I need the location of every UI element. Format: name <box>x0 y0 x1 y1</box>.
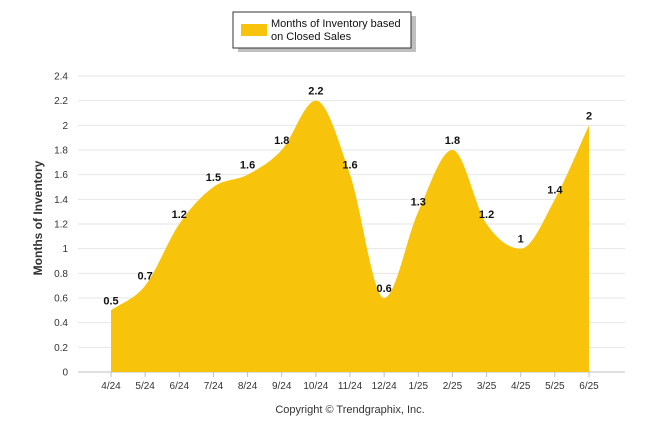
legend-line-2: on Closed Sales <box>271 31 352 43</box>
y-tick-label: 1.8 <box>54 146 68 157</box>
x-tick-label: 6/24 <box>170 381 190 392</box>
y-tick-label: 1 <box>62 244 68 255</box>
legend: Months of Inventory based on Closed Sale… <box>232 11 416 52</box>
y-axis-title: Months of Inventory <box>31 160 45 275</box>
x-tick-label: 8/24 <box>238 381 258 392</box>
legend-swatch <box>241 24 267 36</box>
data-label: 0.7 <box>137 271 152 283</box>
y-tick-label: 2.2 <box>54 96 68 107</box>
data-label: 1.6 <box>342 160 357 172</box>
y-tick-label: 0.8 <box>54 269 68 280</box>
x-tick-label: 11/24 <box>338 381 363 392</box>
legend-line-1: Months of Inventory based <box>271 18 401 30</box>
y-tick-label: 0 <box>62 368 68 379</box>
data-label: 1.2 <box>479 209 494 221</box>
area-series <box>111 100 589 373</box>
x-tick-label: 3/25 <box>477 381 497 392</box>
data-label: 1.4 <box>547 184 563 196</box>
y-tick-label: 1.2 <box>54 220 68 231</box>
data-label: 1.5 <box>206 172 221 184</box>
x-tick-label: 5/24 <box>135 381 155 392</box>
y-tick-label: 0.2 <box>54 343 68 354</box>
data-label: 1 <box>518 234 524 246</box>
data-label: 2.2 <box>308 86 323 98</box>
y-tick-label: 0.4 <box>54 318 68 329</box>
area-series-fill <box>111 100 589 373</box>
x-tick-label: 2/25 <box>443 381 463 392</box>
x-tick-label: 4/25 <box>511 381 531 392</box>
data-label: 1.8 <box>274 135 289 147</box>
data-label: 0.6 <box>376 283 391 295</box>
x-tick-label: 12/24 <box>372 381 397 392</box>
x-tick-label: 7/24 <box>204 381 224 392</box>
x-tick-label: 5/25 <box>545 381 565 392</box>
y-axis-ticks: 0 0.2 0.4 0.6 0.8 1 1.2 1.4 1.6 1.8 2 2.2 2.4 <box>54 72 68 379</box>
data-label: 1.2 <box>172 209 187 221</box>
copyright-text: Copyright © Trendgraphix, Inc. <box>275 404 424 416</box>
x-tick-label: 10/24 <box>303 381 328 392</box>
x-axis-ticks: 4/24 5/24 6/24 7/24 8/24 9/24 10/24 11/24 12/24 1… <box>101 372 599 392</box>
y-tick-label: 2.4 <box>54 72 68 83</box>
x-tick-label: 6/25 <box>579 381 599 392</box>
data-label: 2 <box>586 110 592 122</box>
data-label: 1.6 <box>240 160 255 172</box>
data-labels: 0.5 0.7 1.2 1.5 1.6 1.8 2.2 1.6 0.6 1.3 1.8 1.2 1 1.4… <box>103 86 592 308</box>
y-tick-label: 2 <box>62 121 68 132</box>
y-tick-label: 1.6 <box>54 170 68 181</box>
x-tick-label: 9/24 <box>272 381 292 392</box>
data-label: 0.5 <box>103 295 118 307</box>
data-label: 1.3 <box>411 197 426 209</box>
y-tick-label: 0.6 <box>54 294 68 305</box>
data-label: 1.8 <box>445 135 460 147</box>
x-tick-label: 1/25 <box>409 381 429 392</box>
x-tick-label: 4/24 <box>101 381 121 392</box>
y-tick-label: 1.4 <box>54 195 68 206</box>
